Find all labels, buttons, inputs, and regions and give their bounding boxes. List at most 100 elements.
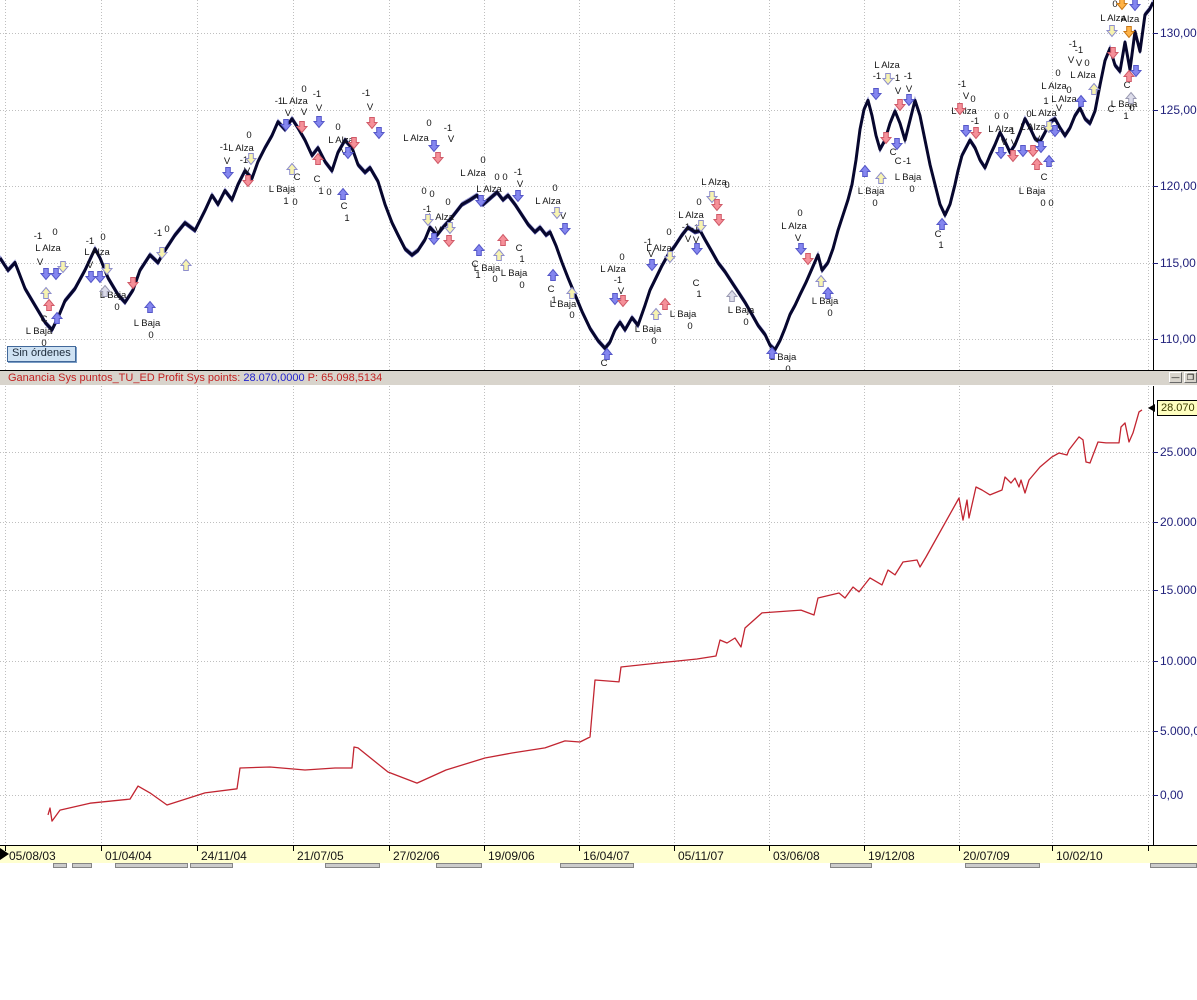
trade-marker-label: V [1056, 103, 1063, 114]
date-tick-label: 21/07/05 [297, 849, 344, 863]
trade-down-arrow-icon [372, 127, 386, 140]
trade-marker-label: 0 [994, 111, 999, 122]
trade-down-arrow-icon [969, 127, 983, 140]
trade-marker-label: C [341, 201, 348, 212]
trade-marker-label: C [472, 259, 479, 270]
date-tick-label: 10/02/10 [1056, 849, 1103, 863]
trade-marker-label: L Baja [26, 326, 53, 337]
trade-marker-label: -1 [313, 89, 321, 100]
trade-marker-label: V [895, 86, 902, 97]
date-tick-label: 24/11/04 [201, 849, 247, 863]
trade-down-arrow-icon [427, 140, 441, 153]
date-axis-strip[interactable] [0, 845, 1197, 863]
trade-marker-label: L Alza [460, 168, 486, 179]
trade-marker-label: -1 [34, 231, 42, 242]
trade-down-arrow-icon [1105, 25, 1119, 38]
maximize-icon[interactable]: ❒ [1184, 372, 1197, 383]
trade-up-arrow-icon [565, 286, 579, 299]
trade-marker-label: L Alza [874, 60, 900, 71]
trade-marker-label: -1 [1069, 39, 1077, 50]
trade-marker-label: V [1001, 137, 1008, 148]
trade-marker-label: L Alza [678, 210, 704, 221]
trade-marker-label: 0 [326, 187, 331, 198]
trade-down-arrow-icon [705, 191, 719, 204]
trade-down-arrow-icon [49, 268, 63, 281]
trade-down-arrow-icon [341, 147, 355, 160]
trade-marker-label: 0 [1040, 198, 1045, 209]
trade-down-arrow-icon [241, 175, 255, 188]
trade-marker-label: 0 [651, 336, 656, 347]
trade-marker-label: L Alza [84, 247, 110, 258]
trade-up-arrow-icon [874, 171, 888, 184]
trade-marker-label: L Baja [635, 324, 662, 335]
trade-marker-label: 0 [909, 184, 914, 195]
trade-marker-label: 0 [1084, 58, 1089, 69]
trade-marker-label: L Alza [701, 177, 727, 188]
trade-marker-label: V [906, 84, 913, 95]
trade-marker-label: V [224, 156, 231, 167]
trade-marker-label: -1 [423, 204, 431, 215]
trade-down-arrow-icon [100, 263, 114, 276]
date-tick-label: 05/11/07 [678, 849, 724, 863]
profit-separator-bar[interactable]: Ganancia Sys puntos_TU_ED Profit Sys poi… [0, 370, 1197, 385]
trade-marker-label: Alza [1121, 14, 1140, 25]
trade-marker-label: C [1108, 104, 1115, 115]
trade-marker-label: L Alza [988, 124, 1014, 135]
trade-down-arrow-icon [347, 137, 361, 150]
trade-down-arrow-icon [710, 199, 724, 212]
trade-up-arrow-icon [1122, 69, 1136, 82]
trade-down-arrow-icon [312, 116, 326, 129]
trade-marker-label: C [548, 284, 555, 295]
trade-marker-label: V [1011, 138, 1018, 149]
minimize-icon[interactable]: — [1169, 372, 1182, 383]
date-tick-label: 20/07/09 [963, 849, 1010, 863]
date-tick-label: 03/06/08 [773, 849, 820, 863]
order-segment [115, 863, 188, 868]
strip-start-arrow-icon [0, 848, 9, 860]
trade-down-arrow-icon [155, 247, 169, 260]
profit-series [47, 409, 1143, 822]
trade-marker-label: L Alza [1020, 122, 1046, 133]
trade-marker-label: V [367, 102, 374, 113]
price-series [0, 0, 1153, 353]
trade-down-arrow-icon [244, 153, 258, 166]
trade-marker-label: 0 [1112, 0, 1117, 10]
trade-marker-label: L Alza [1100, 13, 1126, 24]
trade-marker-label: L Baja [474, 263, 501, 274]
order-segment [830, 863, 872, 868]
trade-marker-label: L Alza [328, 135, 354, 146]
trade-down-arrow-icon [221, 167, 235, 180]
profit-series-label: Ganancia Sys puntos_TU_ED Profit Sys poi… [8, 372, 244, 384]
trade-marker-label: 0 [494, 172, 499, 183]
trade-down-arrow-icon [953, 103, 967, 116]
trade-marker-label: V [1076, 58, 1083, 69]
trade-marker-label: L Baja [858, 186, 885, 197]
trade-marker-label: 0 [502, 172, 507, 183]
trade-marker-label: V [301, 107, 308, 118]
trade-marker-label: 0 [827, 308, 832, 319]
trade-down-arrow-icon [39, 268, 53, 281]
trade-marker-label: -1 [691, 223, 699, 234]
trade-up-arrow-icon [311, 152, 325, 165]
trade-marker-label: 0 [426, 118, 431, 129]
order-segment [560, 863, 634, 868]
trade-up-arrow-icon [649, 307, 663, 320]
trade-marker-label: C [294, 172, 301, 183]
trade-marker-label: 0 [1066, 85, 1071, 96]
trade-marker-label: L Baja [134, 318, 161, 329]
trade-marker-label: L Baja [1111, 99, 1138, 110]
trade-marker-label: 1 [519, 254, 524, 265]
trade-marker-label: L Alza [1070, 70, 1096, 81]
trade-marker-label: L Baja [100, 290, 127, 301]
trade-marker-label: V [648, 249, 655, 260]
trade-marker-label: 0 [114, 302, 119, 313]
trade-down-arrow-icon [1016, 145, 1030, 158]
trade-marker-label: 0 [797, 208, 802, 219]
gridlines [0, 0, 1153, 845]
trade-marker-label: 0 [696, 197, 701, 208]
trade-up-arrow-icon [725, 289, 739, 302]
trade-down-arrow-icon [442, 235, 456, 248]
trade-marker-label: L Baja [812, 296, 839, 307]
trade-marker-label: 1 [938, 240, 943, 251]
